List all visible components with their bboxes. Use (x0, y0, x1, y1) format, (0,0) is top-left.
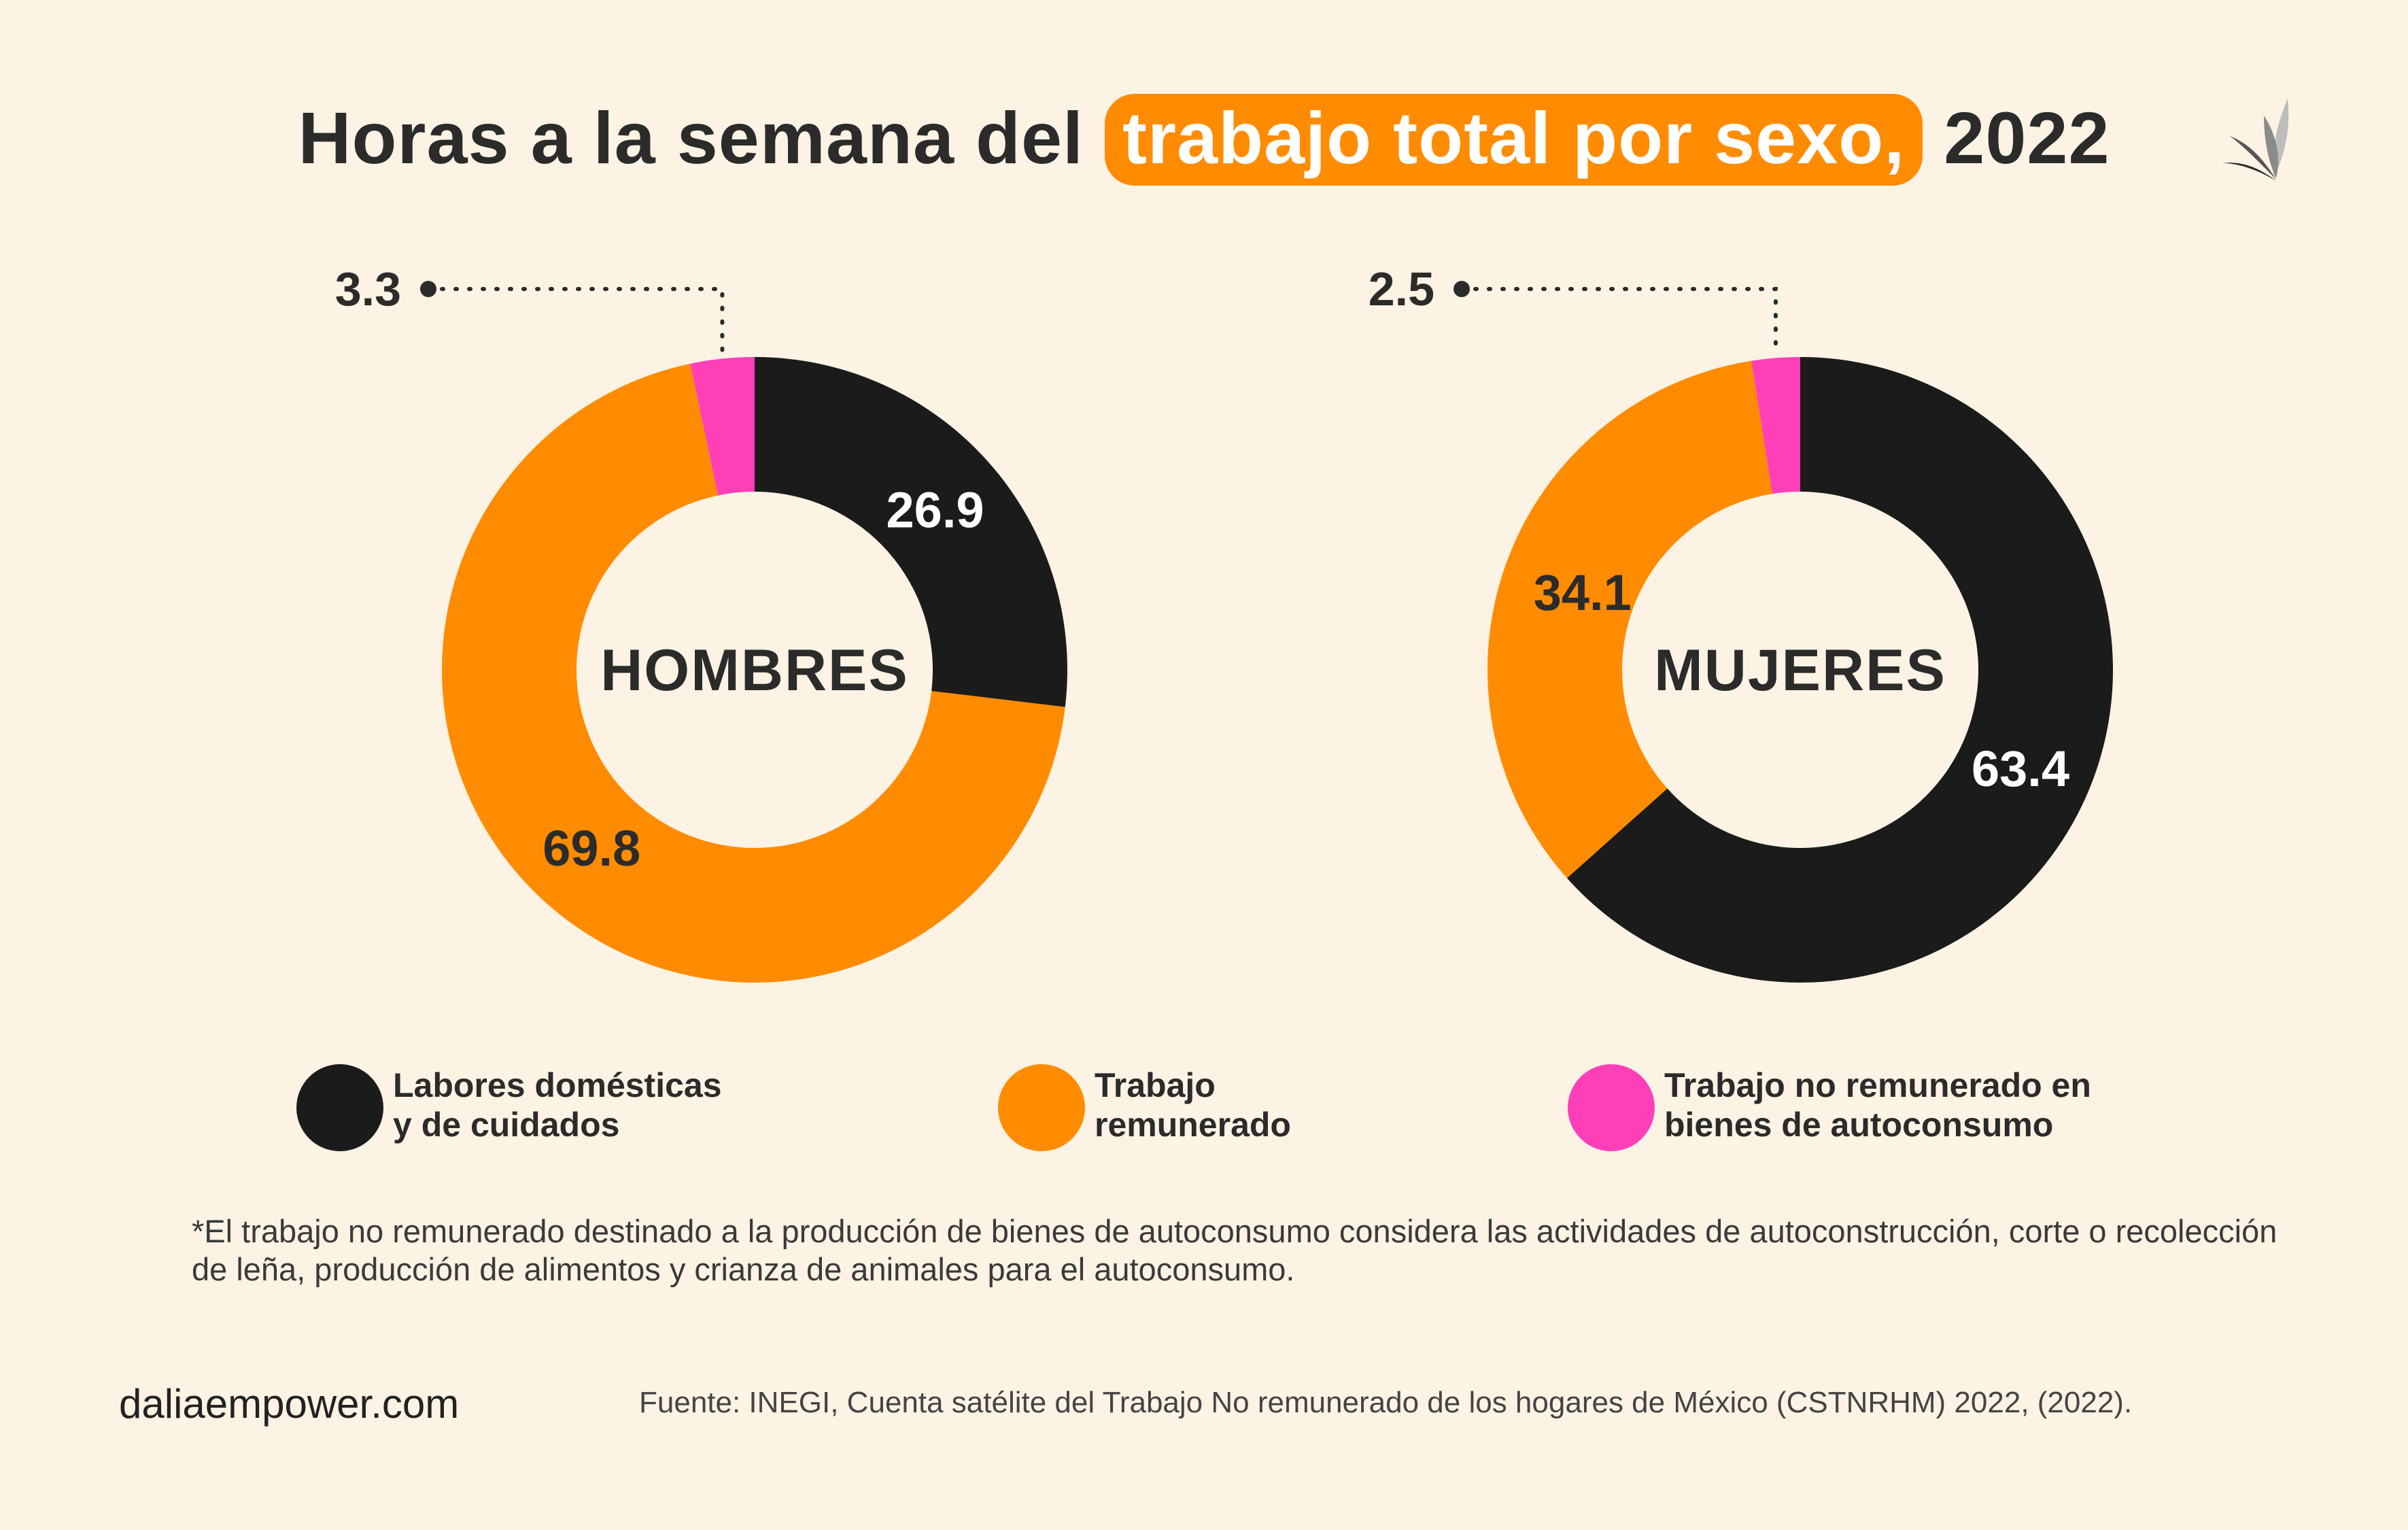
hombres-value-label-selfconsumption: 3.3 (335, 262, 401, 316)
title-year: 2022 (1923, 97, 2110, 179)
page-title: Horas a la semana del trabajo total por … (0, 94, 2408, 186)
legend-label-domestic: Labores domésticas y de cuidados (393, 1066, 722, 1144)
mujeres-callout-dot (1454, 281, 1470, 297)
hombres-callout-dot (420, 281, 436, 297)
mujeres-value-label-selfconsumption: 2.5 (1369, 262, 1434, 316)
mujeres-slice-paid (1487, 360, 1773, 879)
hombres-slice-domestic (755, 357, 1067, 707)
hombres-value-label-domestic: 26.9 (887, 481, 984, 538)
website-link[interactable]: daliaempower.com (119, 1381, 460, 1427)
legend-swatch-selfconsumption (1568, 1064, 1655, 1151)
mujeres-value-label-domestic: 63.4 (1972, 741, 2069, 797)
hombres-callout-line (426, 287, 725, 354)
mujeres-slice-domestic (1566, 357, 2114, 983)
donut-charts: HOMBRES 26.9 69.8 3.3 MUJERES 63.4 34.1 2.5 (335, 262, 2114, 983)
mujeres-callout-line (1460, 287, 1778, 354)
legend-label-paid: Trabajo remunerado (1095, 1066, 1291, 1144)
legend-label-selfconsumption: Trabajo no remunerado en bienes de autoc… (1664, 1066, 2091, 1144)
footnote: *El trabajo no remunerado destinado a la… (192, 1213, 2277, 1287)
title-part-1: Horas a la semana del (298, 97, 1105, 179)
hombres-slice-selfconsumption (690, 357, 755, 496)
mujeres-center-label: MUJERES (1654, 638, 1946, 703)
mujeres-slice-selfconsumption (1751, 357, 1800, 494)
hombres-slice-paid (441, 363, 1065, 983)
hombres-value-label-paid: 69.8 (543, 820, 640, 877)
legend-swatch-paid (998, 1064, 1085, 1151)
title-highlight: trabajo total por sexo, (1105, 94, 1923, 186)
source-citation: Fuente: INEGI, Cuenta satélite del Traba… (639, 1386, 2133, 1419)
legend-swatch-domestic (296, 1064, 383, 1151)
lotus-flower-icon (2223, 99, 2289, 181)
mujeres-value-label-paid: 34.1 (1534, 564, 1632, 621)
hombres-center-label: HOMBRES (600, 638, 909, 703)
